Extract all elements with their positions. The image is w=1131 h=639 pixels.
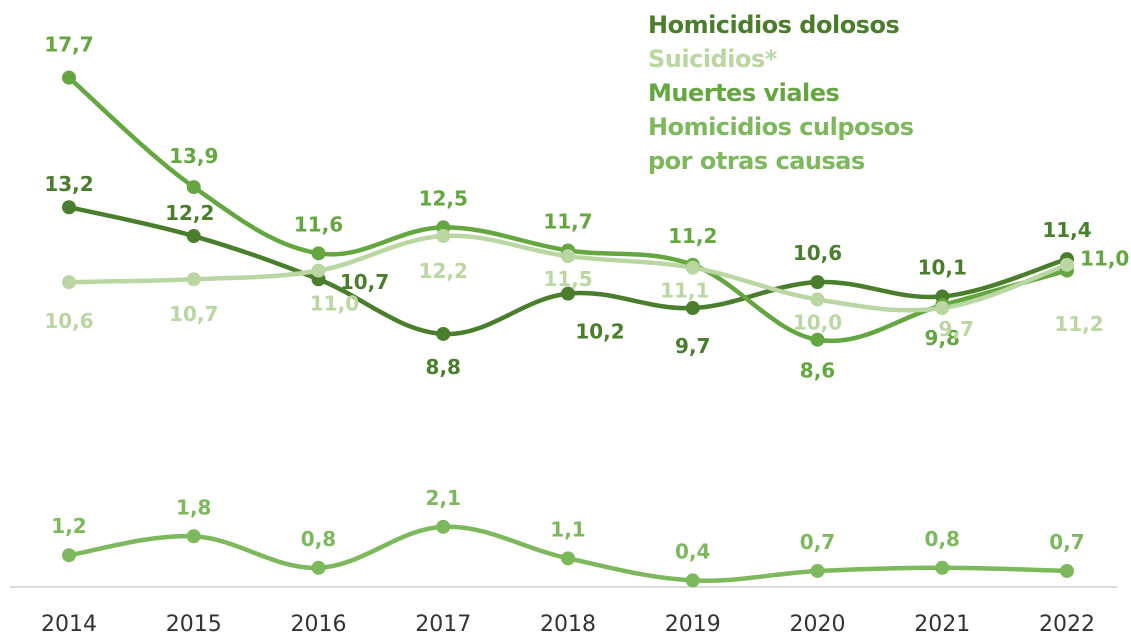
data-label-homicidios-dolosos-2018: 10,2 [575,320,624,344]
point-muertes-viales-2020 [810,332,825,347]
point-homicidios-culposos-2015 [186,529,201,544]
data-label-homicidios-culposos-2019: 0,4 [675,539,710,563]
point-homicidios-dolosos-2015 [186,229,201,244]
data-label-muertes-viales-2018: 11,7 [543,209,592,233]
point-homicidios-culposos-2016 [311,560,326,575]
data-label-homicidios-dolosos-2014: 13,2 [44,172,93,196]
data-label-muertes-viales-2019: 11,2 [668,224,717,248]
x-tick-2020: 2020 [790,612,846,637]
point-suicidios-2021 [935,301,950,316]
data-label-homicidios-dolosos-2021: 10,1 [918,256,967,280]
point-suicidios-2015 [186,272,201,287]
data-label-muertes-viales-2016: 11,6 [294,212,343,236]
point-suicidios-2020 [810,292,825,307]
legend-muertes-viales: Muertes viales [648,79,840,107]
point-homicidios-culposos-2020 [810,563,825,578]
point-homicidios-culposos-2021 [935,560,950,575]
point-homicidios-culposos-2018 [561,551,575,566]
legend-suicidios: Suicidios* [648,45,777,73]
data-label-homicidios-culposos-2015: 1,8 [176,495,211,519]
data-label-homicidios-culposos-2017: 2,1 [426,486,461,510]
point-homicidios-dolosos-2018 [561,286,575,301]
data-label-homicidios-culposos-2014: 1,2 [51,514,86,538]
point-muertes-viales-2016 [311,246,326,261]
data-label-muertes-viales-2014: 17,7 [44,33,93,57]
data-label-suicidios-2016: 11,0 [310,292,359,316]
data-label-suicidios-2018: 11,5 [543,267,592,291]
data-label-suicidios-2014: 10,6 [44,309,93,333]
data-label-homicidios-culposos-2020: 0,7 [800,530,835,554]
data-label-suicidios-2015: 10,7 [169,302,218,326]
data-label-muertes-viales-2021: 9,8 [925,326,960,350]
x-tick-2015: 2015 [166,612,222,637]
data-label-suicidios-2020: 10,0 [793,310,842,334]
data-label-homicidios-dolosos-2019: 9,7 [675,334,710,358]
point-muertes-viales-2014 [62,70,76,85]
x-tick-2014: 2014 [41,612,97,637]
data-label-suicidios-2017: 12,2 [419,259,468,283]
data-label-muertes-viales-2017: 12,5 [419,186,468,210]
point-homicidios-culposos-2022 [1060,563,1074,578]
data-label-homicidios-dolosos-2022: 11,4 [1042,218,1091,242]
data-label-homicidios-dolosos-2016: 10,7 [340,270,389,294]
data-label-muertes-viales-2022: 11,0 [1080,247,1129,271]
point-homicidios-dolosos-2020 [810,275,825,290]
x-tick-2021: 2021 [914,612,970,637]
point-homicidios-culposos-2019 [685,573,700,588]
x-tick-2017: 2017 [415,612,471,637]
data-label-homicidios-culposos-2021: 0,8 [925,527,960,551]
x-tick-2019: 2019 [665,612,721,637]
point-muertes-viales-2015 [186,180,201,195]
data-label-suicidios-2022: 11,2 [1054,312,1103,336]
data-label-homicidios-dolosos-2017: 8,8 [426,355,461,379]
point-homicidios-dolosos-2014 [62,200,76,215]
x-tick-2016: 2016 [291,612,347,637]
point-homicidios-culposos-2014 [62,548,76,563]
x-tick-2022: 2022 [1039,612,1095,637]
point-homicidios-dolosos-2017 [436,326,451,341]
data-label-muertes-viales-2015: 13,9 [169,144,218,168]
data-label-homicidios-dolosos-2015: 12,2 [165,201,214,225]
data-label-homicidios-culposos-2016: 0,8 [301,527,336,551]
x-tick-2018: 2018 [540,612,596,637]
data-label-muertes-viales-2020: 8,6 [800,359,835,383]
point-suicidios-2014 [62,275,76,290]
point-suicidios-2022 [1060,257,1074,272]
data-label-suicidios-2021: 9,7 [939,317,974,341]
data-label-homicidios-dolosos-2020: 10,6 [793,241,842,265]
data-label-suicidios-2019: 11,1 [660,279,709,303]
point-homicidios-culposos-2017 [436,519,451,534]
point-homicidios-dolosos-2019 [685,301,700,316]
point-suicidios-2019 [685,260,700,275]
legend-homicidios-dolosos: Homicidios dolosos [648,11,900,39]
legend-homicidios-culposos: Homicidios culposos por otras causas [648,113,914,175]
legend: Homicidios dolosos Suicidios* Muertes vi… [648,8,914,178]
data-label-homicidios-culposos-2018: 1,1 [550,517,585,541]
point-suicidios-2016 [311,263,326,278]
point-suicidios-2018 [561,249,575,264]
data-label-homicidios-culposos-2022: 0,7 [1049,530,1084,554]
point-suicidios-2017 [436,229,451,244]
